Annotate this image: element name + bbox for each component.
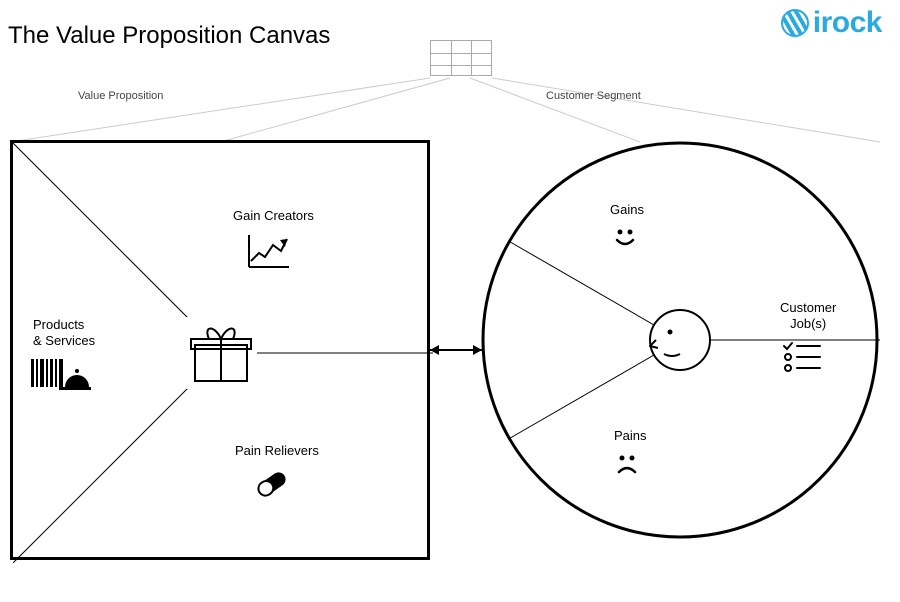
label-products-services: Products & Services (33, 317, 95, 350)
barcode-bell-icon (31, 357, 91, 391)
label-gains: Gains (610, 202, 644, 217)
pill-icon (253, 465, 291, 503)
customer-segment-circle: Gains Pains Customer Job(s) (480, 140, 880, 540)
value-proposition-square: Products & Services Gain Creators Pain R… (10, 140, 430, 560)
mini-canvas-icon (430, 40, 492, 76)
sublabel-value-proposition: Value Proposition (78, 90, 163, 102)
label-customer-jobs: Customer Job(s) (780, 300, 836, 333)
sublabel-customer-segment: Customer Segment (546, 90, 641, 102)
frown-icon (614, 450, 640, 476)
brand-mark-icon (781, 9, 809, 37)
brand-logo: irock (781, 6, 882, 40)
label-pains: Pains (614, 428, 647, 443)
smile-icon (612, 224, 638, 250)
chart-arrow-icon (247, 233, 291, 269)
label-gain-creators: Gain Creators (233, 208, 314, 223)
checklist-icon (782, 340, 822, 374)
page-title: The Value Proposition Canvas (8, 22, 330, 50)
label-pain-relievers: Pain Relievers (235, 443, 319, 458)
arrow-left-icon (430, 345, 439, 355)
brand-text: irock (813, 6, 882, 40)
gift-icon (185, 317, 257, 389)
